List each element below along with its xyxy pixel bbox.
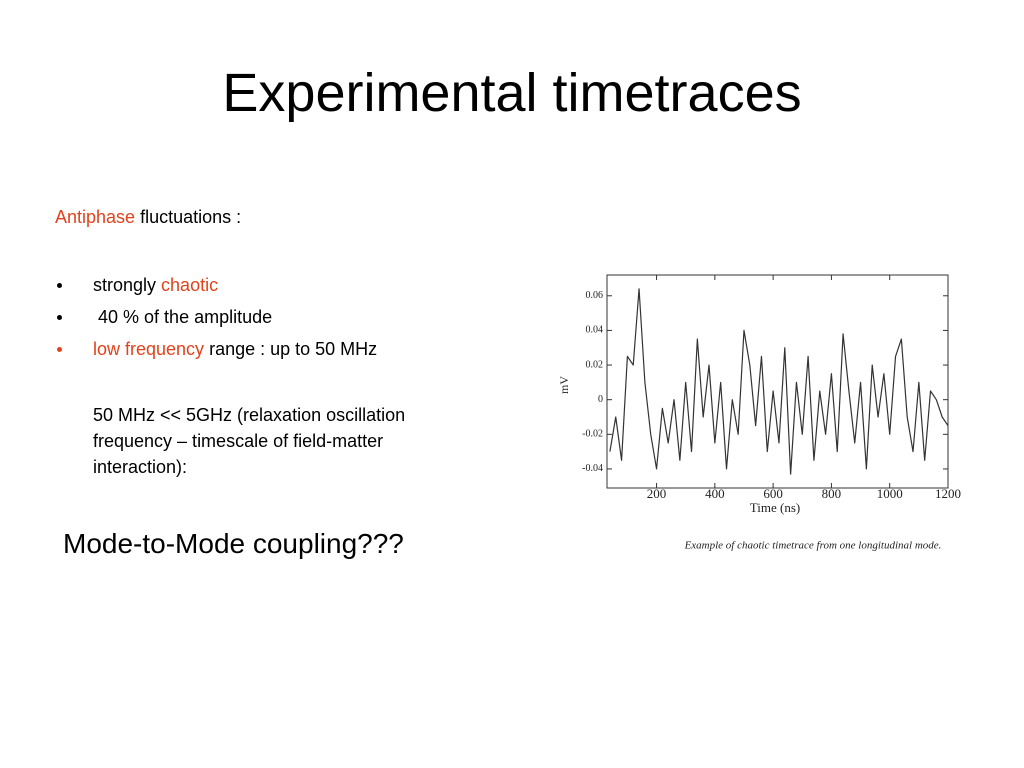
y-tick-label: 0.06 [586, 290, 604, 301]
bullet-text: range : up to 50 MHz [209, 339, 378, 359]
y-tick-label: 0.04 [586, 325, 604, 336]
intro: Antiphase fluctuations : [55, 207, 241, 228]
highlight: low frequency [93, 339, 205, 359]
bullet: 40 % of the amplitude [55, 304, 377, 336]
x-tick-label: 600 [763, 486, 783, 501]
bullet: low frequency range : up to 50 MHz [55, 336, 377, 368]
highlight: chaotic [161, 275, 219, 295]
x-tick-label: 1200 [935, 486, 961, 501]
bullet-dot [57, 347, 62, 352]
chart-caption: Example of chaotic timetrace from one lo… [684, 540, 942, 552]
x-tick-label: 800 [822, 486, 842, 501]
bullet-text: 40 % of the amplitude [98, 307, 273, 327]
y-axis-label: mV [557, 376, 571, 394]
x-tick-label: 1000 [877, 486, 903, 501]
trace-line [609, 288, 949, 475]
highlight: Antiphase [55, 207, 136, 227]
bullet-dot [57, 315, 62, 320]
intro-text: fluctuations : [140, 207, 242, 227]
bullet-list: strongly chaotic 40 % of the amplitude l… [55, 272, 377, 368]
note: 50 MHz << 5GHz (relaxation oscillation f… [93, 405, 406, 477]
x-tick-label: 400 [705, 486, 725, 501]
x-axis-label: Time (ns) [750, 500, 800, 515]
plot-frame [606, 274, 949, 489]
bullet-text: strongly [93, 275, 157, 295]
question: Mode-to-Mode coupling??? [63, 528, 404, 559]
bullet: strongly chaotic [55, 272, 377, 304]
slide-title: Experimental timetraces [222, 63, 802, 123]
bullet-dot [57, 283, 62, 288]
chart: mV Time (ns) Example of chaotic timetrac… [557, 274, 961, 552]
y-tick-label: -0.04 [582, 463, 603, 474]
y-tick-label: 0.02 [586, 359, 604, 370]
x-tick-label: 200 [647, 486, 667, 501]
y-tick-label: 0 [598, 394, 603, 405]
y-tick-label: -0.02 [582, 429, 603, 440]
